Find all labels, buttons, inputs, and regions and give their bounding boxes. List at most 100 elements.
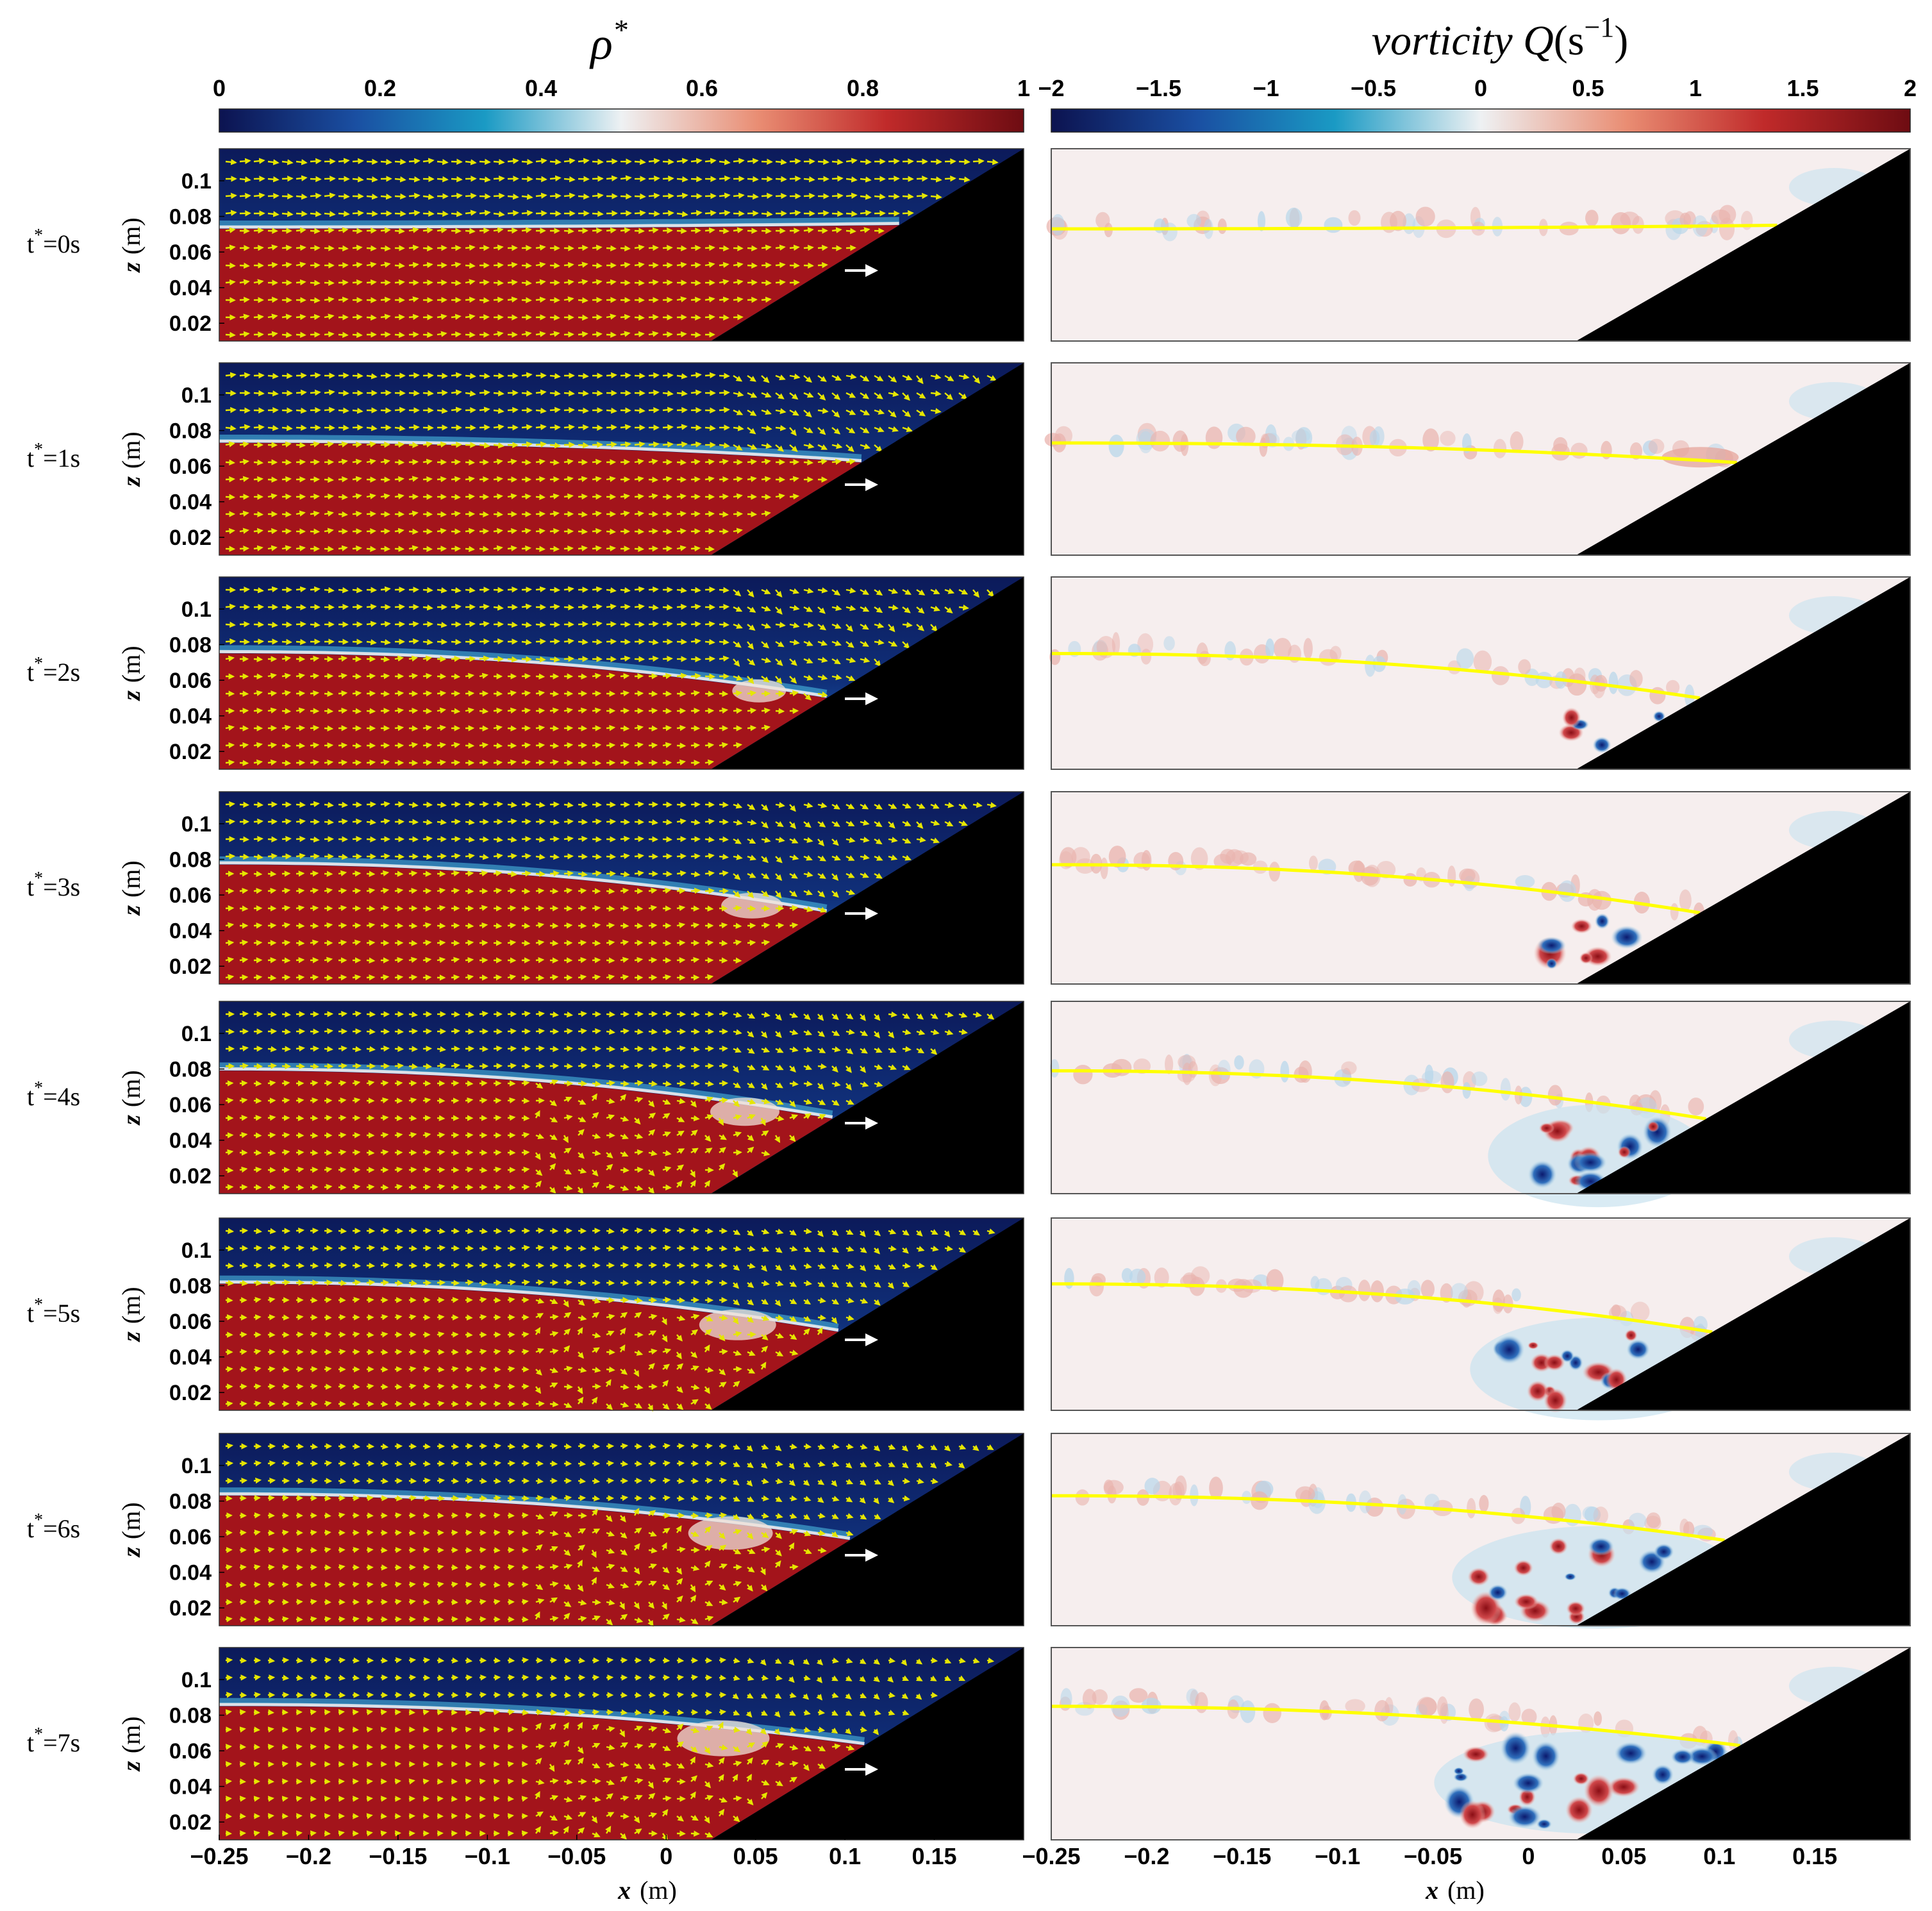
- velocity-vector: [225, 441, 235, 447]
- velocity-vector: [380, 656, 390, 663]
- x-tick-label: −0.2: [1124, 1843, 1169, 1869]
- velocity-vector: [366, 1796, 374, 1802]
- velocity-vector: [704, 1080, 715, 1087]
- vorticity-streak: [1459, 868, 1476, 883]
- vorticity-title-sup: −1: [1584, 12, 1614, 43]
- velocity-vector: [634, 656, 645, 663]
- y-tick-label: 0.06: [169, 883, 212, 908]
- velocity-vector: [253, 1365, 262, 1373]
- x-label-symbol-left: x: [617, 1876, 631, 1905]
- velocity-vector: [606, 1349, 615, 1356]
- velocity-vector: [648, 887, 658, 894]
- time-label-sup: *: [34, 869, 43, 889]
- velocity-vector: [860, 409, 870, 415]
- vorticity-streak: [1553, 437, 1568, 454]
- velocity-vector: [366, 441, 376, 447]
- velocity-vector: [549, 1778, 559, 1785]
- velocity-vector: [958, 605, 969, 611]
- velocity-vector: [493, 493, 504, 500]
- velocity-vector: [719, 210, 731, 216]
- velocity-vector: [860, 210, 872, 216]
- velocity-vector: [761, 510, 771, 517]
- velocity-vector: [352, 244, 363, 251]
- velocity-vector: [987, 158, 999, 165]
- velocity-vector: [634, 1227, 644, 1234]
- velocity-vector: [719, 621, 730, 628]
- velocity-vector: [366, 759, 376, 766]
- vorticity-streak: [1073, 1065, 1093, 1085]
- vorticity-streaks: [1046, 204, 1753, 242]
- velocity-vector: [493, 1657, 501, 1664]
- velocity-vector: [662, 1692, 670, 1698]
- velocity-vector: [296, 1813, 303, 1819]
- time-label-value: =6s: [43, 1514, 80, 1543]
- velocity-vector: [563, 1657, 572, 1664]
- velocity-vector: [310, 887, 319, 894]
- velocity-vector: [437, 1331, 445, 1338]
- velocity-vector: [704, 227, 715, 234]
- velocity-vector: [888, 1692, 895, 1698]
- velocity-vector: [479, 853, 489, 860]
- velocity-vector: [239, 176, 251, 183]
- velocity-vector: [366, 194, 378, 200]
- negative-vortex: [1610, 925, 1643, 949]
- vorticity-streak: [1397, 1494, 1407, 1515]
- velocity-vector: [465, 1530, 472, 1536]
- velocity-vector: [352, 1443, 361, 1449]
- velocity-vector: [281, 655, 292, 662]
- time-label-t: t: [27, 1299, 34, 1328]
- velocity-vector: [451, 1460, 460, 1467]
- velocity-vector: [281, 887, 291, 894]
- velocity-vector: [267, 493, 278, 499]
- velocity-vector: [408, 1365, 417, 1373]
- velocity-vector: [888, 410, 897, 418]
- velocity-vector: [521, 759, 531, 766]
- velocity-vector: [493, 974, 503, 981]
- velocity-vector: [338, 1115, 347, 1121]
- y-axis-label: z(m): [117, 646, 146, 701]
- velocity-vector: [422, 245, 433, 252]
- velocity-vector: [465, 1581, 472, 1588]
- velocity-vector: [493, 331, 504, 337]
- velocity-vector: [831, 374, 842, 381]
- velocity-vector: [239, 372, 251, 379]
- velocity-vector: [296, 853, 306, 860]
- velocity-vector: [239, 974, 249, 981]
- velocity-vector: [888, 426, 899, 432]
- velocity-vector: [789, 922, 799, 929]
- velocity-vector: [690, 1495, 699, 1502]
- velocity-vector: [493, 390, 504, 397]
- velocity-vector: [719, 476, 729, 483]
- velocity-vector: [281, 672, 292, 680]
- velocity-vector: [422, 1778, 429, 1785]
- velocity-vector: [451, 1616, 458, 1623]
- velocity-vector: [437, 1744, 444, 1750]
- velocity-vector: [493, 1813, 500, 1819]
- velocity-vector: [888, 1657, 896, 1664]
- velocity-vector: [451, 1297, 459, 1303]
- velocity-vector: [493, 1262, 503, 1269]
- velocity-vector: [437, 1383, 445, 1390]
- velocity-vector: [549, 510, 560, 517]
- velocity-vector: [874, 193, 886, 200]
- velocity-vector: [310, 1726, 317, 1733]
- y-tick-label: 0.02: [169, 312, 212, 336]
- velocity-vector: [352, 1262, 362, 1269]
- velocity-vector: [535, 818, 546, 825]
- velocity-vector: [704, 1477, 713, 1484]
- velocity-vector: [747, 158, 759, 165]
- velocity-vector: [422, 1063, 433, 1070]
- velocity-vector: [437, 313, 447, 320]
- velocity-vector: [606, 545, 617, 552]
- velocity-vector: [521, 390, 533, 397]
- velocity-vector: [479, 210, 491, 216]
- vorticity-colorbar: [1051, 108, 1911, 133]
- velocity-vector: [719, 175, 731, 182]
- velocity-vector: [803, 1443, 812, 1450]
- positive-vortex: [1561, 707, 1581, 728]
- velocity-vector: [338, 742, 348, 749]
- velocity-vector: [676, 262, 687, 268]
- vorticity-streak: [1456, 648, 1474, 669]
- velocity-vector: [634, 905, 644, 912]
- velocity-field: [225, 158, 999, 338]
